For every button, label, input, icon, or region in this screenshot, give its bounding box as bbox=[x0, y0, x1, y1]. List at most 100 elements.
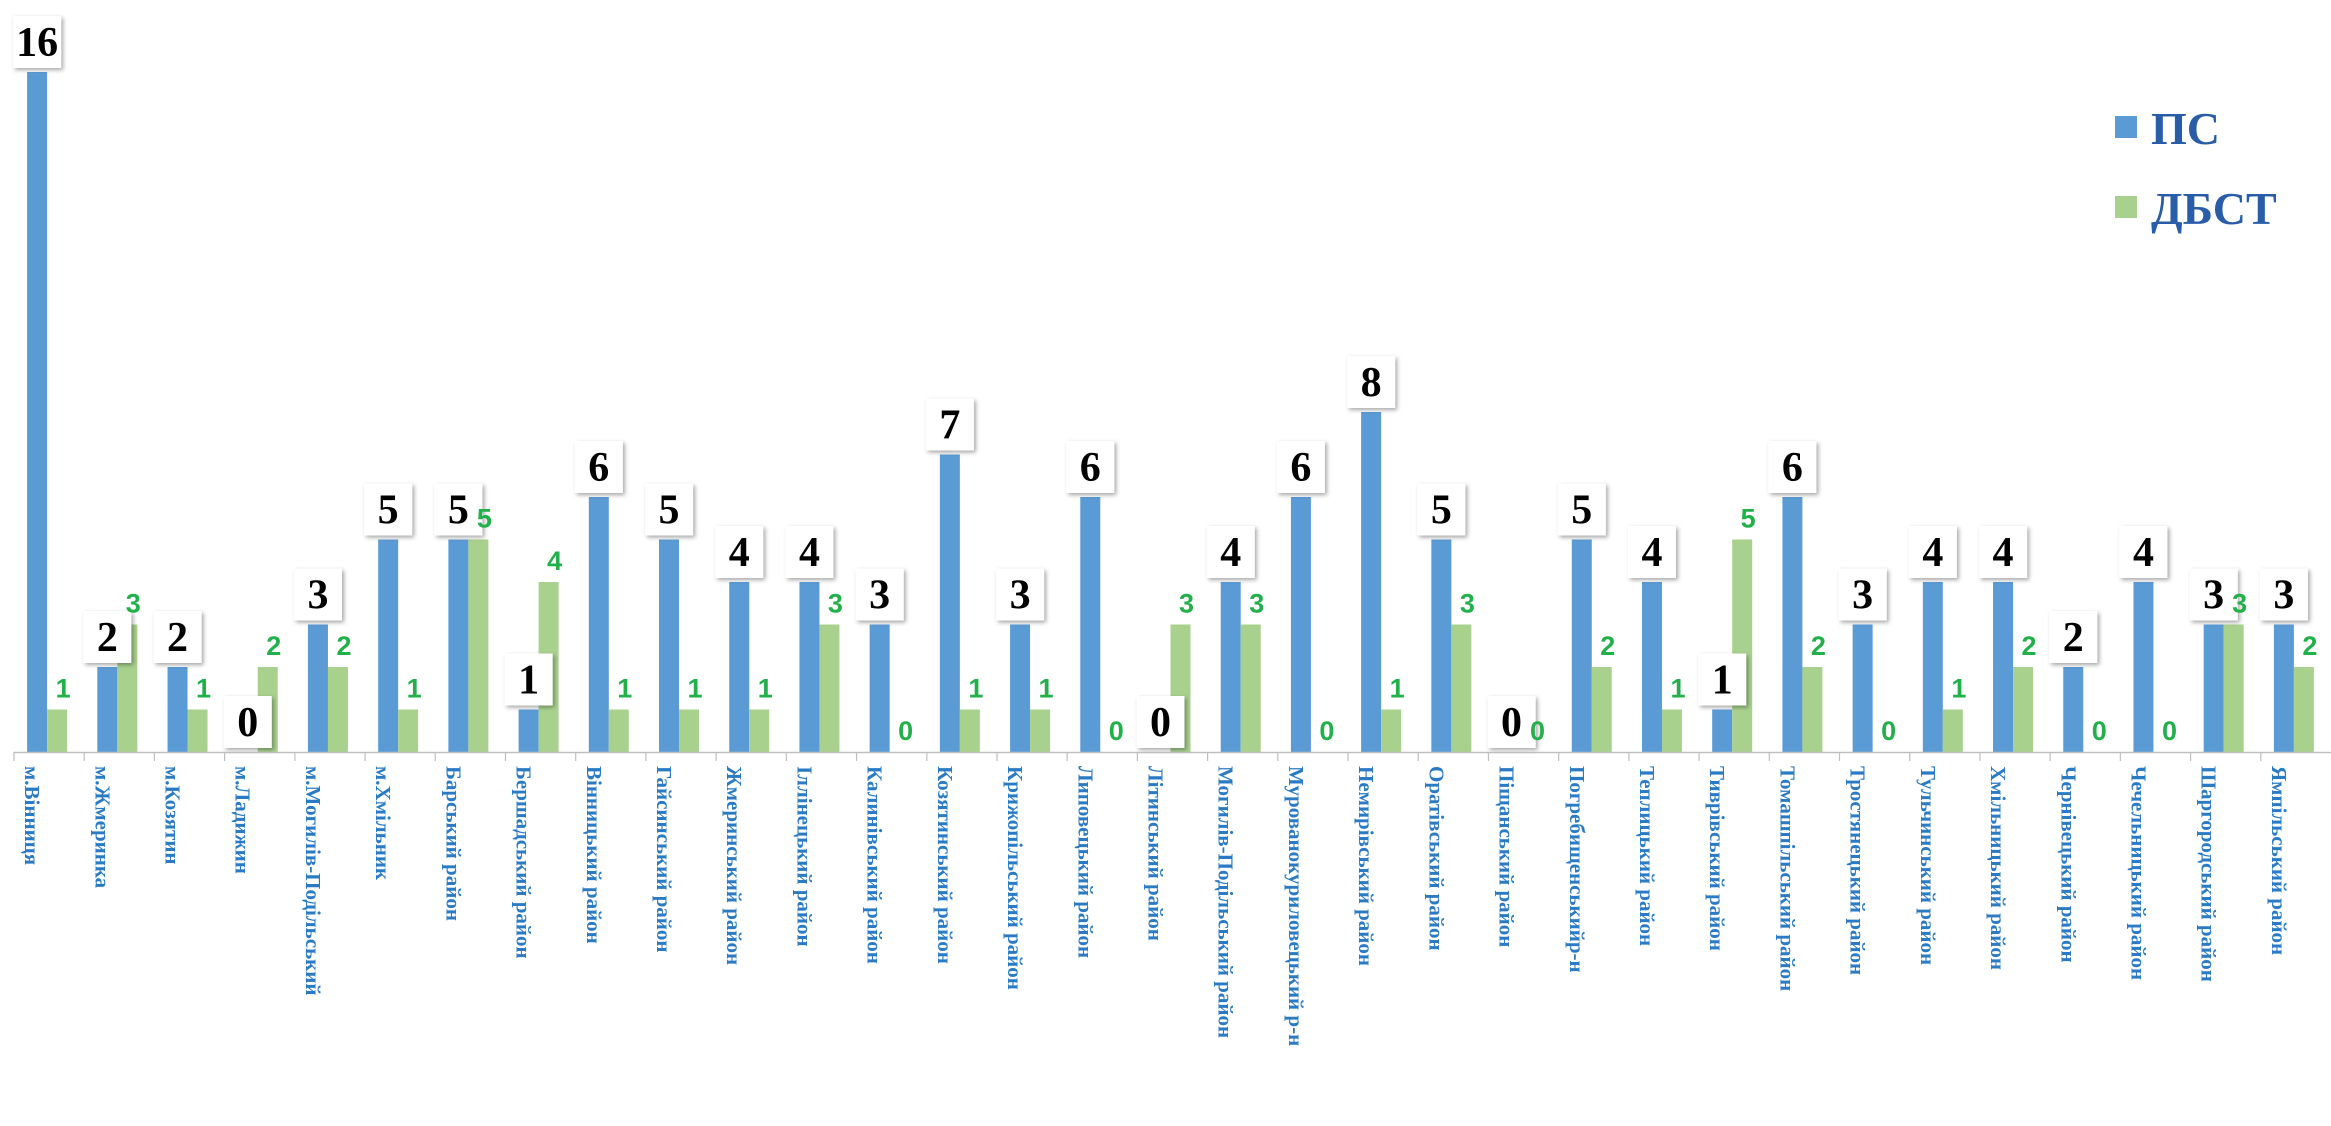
ps-label-box bbox=[925, 398, 974, 451]
bar-dbst bbox=[2293, 667, 2314, 752]
bar-dbst bbox=[1451, 624, 1472, 752]
data-label-dbst: 2 bbox=[266, 631, 281, 661]
bar-dbst bbox=[187, 709, 208, 752]
ps-label-box bbox=[1908, 526, 1957, 578]
data-label-ps: 5 bbox=[378, 488, 399, 534]
x-tick-label: Чечельницький район bbox=[2126, 766, 2150, 980]
data-label-ps: 1 bbox=[1712, 658, 1733, 704]
bar-dbst bbox=[468, 539, 489, 752]
legend-label: ПС bbox=[2151, 103, 2220, 154]
bar-ps bbox=[939, 454, 960, 752]
bar-dbst bbox=[1661, 709, 1682, 752]
ps-label-box bbox=[364, 483, 413, 536]
bar-ps bbox=[1571, 539, 1592, 752]
bar-ps bbox=[1220, 582, 1241, 752]
ps-label-box bbox=[293, 568, 342, 621]
x-tick-label: Гайсинський район bbox=[652, 766, 676, 953]
data-label-ps: 1 bbox=[518, 658, 539, 704]
ps-label-box bbox=[1487, 696, 1536, 748]
x-tick-label: м.Хмільник bbox=[371, 766, 395, 881]
data-label-ps: 3 bbox=[869, 573, 890, 619]
bar-ps bbox=[1010, 624, 1031, 752]
x-tick-label: Мурованокуриловецький р-н bbox=[1284, 766, 1308, 1046]
data-label-ps: 5 bbox=[659, 488, 680, 534]
data-label-dbst: 4 bbox=[547, 546, 562, 576]
bar-dbst bbox=[1732, 539, 1753, 752]
data-label-dbst: 0 bbox=[1319, 716, 1334, 746]
x-axis: м.Вінниця м.Жмеринка м.Козятин м.Ладижин м.М… bbox=[13, 751, 2331, 1046]
data-label-dbst: 2 bbox=[1600, 631, 1615, 661]
bar-dbst bbox=[1942, 709, 1963, 752]
x-tick-label: Жмеринський район bbox=[722, 766, 746, 965]
bar-ps bbox=[2203, 624, 2224, 752]
ps-label-box bbox=[1979, 526, 2028, 578]
bar-dbst bbox=[1381, 709, 1402, 752]
x-tick-label: Оратівський район bbox=[1424, 766, 1448, 951]
data-label-dbst: 3 bbox=[1460, 589, 1475, 619]
bar-dbst bbox=[398, 709, 419, 752]
bar-ps bbox=[1080, 497, 1101, 752]
x-tick-label: Тиврівський район bbox=[1705, 766, 1729, 951]
bar-ps bbox=[378, 539, 399, 752]
ps-label-box bbox=[2119, 526, 2168, 578]
data-label-dbst: 5 bbox=[1741, 504, 1756, 534]
bar-dbst bbox=[2013, 667, 2034, 752]
x-tick-label: Бершадський район bbox=[512, 766, 536, 959]
data-label-ps: 3 bbox=[2203, 573, 2224, 619]
bar-ps bbox=[1993, 582, 2014, 752]
ps-label-box bbox=[13, 16, 62, 68]
data-label-dbst: 1 bbox=[1039, 674, 1054, 704]
x-tick-label: Крижопільський район bbox=[1003, 766, 1027, 990]
data-label-ps: 3 bbox=[1852, 573, 1873, 619]
data-label-dbst: 3 bbox=[1249, 589, 1264, 619]
data-label-ps: 6 bbox=[1290, 445, 1311, 491]
x-tick-label: Тростянецький район bbox=[1846, 766, 1870, 975]
data-label-dbst: 3 bbox=[828, 589, 843, 619]
ps-label-box bbox=[2049, 611, 2098, 663]
bar-dbst bbox=[1591, 667, 1612, 752]
data-label-dbst: 3 bbox=[2232, 589, 2247, 619]
bar-dbst bbox=[819, 624, 840, 752]
x-tick-label: Могилів-Подільський район bbox=[1214, 766, 1238, 1038]
x-tick-label: Літинський район bbox=[1144, 766, 1168, 941]
data-label-ps: 3 bbox=[2273, 573, 2294, 619]
data-label-ps: 3 bbox=[1010, 573, 1031, 619]
ps-label-box bbox=[1276, 441, 1325, 493]
bar-dbst bbox=[2223, 624, 2244, 752]
data-label-dbst: 1 bbox=[758, 674, 773, 704]
data-label-dbst: 0 bbox=[1881, 716, 1896, 746]
bar-ps bbox=[2273, 624, 2294, 752]
data-label-dbst: 0 bbox=[898, 716, 913, 746]
bar-dbst bbox=[1240, 624, 1261, 752]
ps-label-box bbox=[504, 653, 553, 706]
bar-ps bbox=[2133, 582, 2154, 752]
x-tick-label: м.Ладижин bbox=[231, 766, 255, 874]
data-label-ps: 8 bbox=[1361, 360, 1382, 406]
x-tick-label: Теплицький район bbox=[1635, 766, 1659, 946]
ps-label-box bbox=[1838, 568, 1887, 621]
x-tick-label: Погребищенськийр-н bbox=[1565, 766, 1589, 973]
x-tick-label: Тульчинський район bbox=[1916, 766, 1940, 965]
x-tick-label: Шаргородський район bbox=[2197, 766, 2221, 982]
ps-label-box bbox=[2259, 568, 2308, 621]
ps-label-box bbox=[223, 696, 272, 748]
data-label-dbst: 1 bbox=[968, 674, 983, 704]
x-tick-label: м.Козятин bbox=[161, 766, 185, 865]
data-label-dbst: 1 bbox=[617, 674, 632, 704]
bar-ps bbox=[307, 624, 328, 752]
ps-label-box bbox=[1557, 483, 1606, 536]
bar-ps bbox=[1431, 539, 1452, 752]
ps-label-box bbox=[1347, 356, 1396, 408]
x-tick-label: Вінницький район bbox=[582, 766, 606, 944]
data-label-ps: 2 bbox=[97, 615, 118, 661]
bar-ps bbox=[1641, 582, 1662, 752]
data-label-dbst: 3 bbox=[126, 589, 141, 619]
data-label-ps: 4 bbox=[1220, 530, 1241, 576]
bar-ps bbox=[588, 497, 609, 752]
data-label-ps: 6 bbox=[588, 445, 609, 491]
data-label-ps: 0 bbox=[237, 700, 258, 746]
bar-dbst bbox=[608, 709, 629, 752]
data-label-ps: 5 bbox=[448, 488, 469, 534]
data-label-dbst: 3 bbox=[1179, 589, 1194, 619]
bar-ps bbox=[799, 582, 820, 752]
